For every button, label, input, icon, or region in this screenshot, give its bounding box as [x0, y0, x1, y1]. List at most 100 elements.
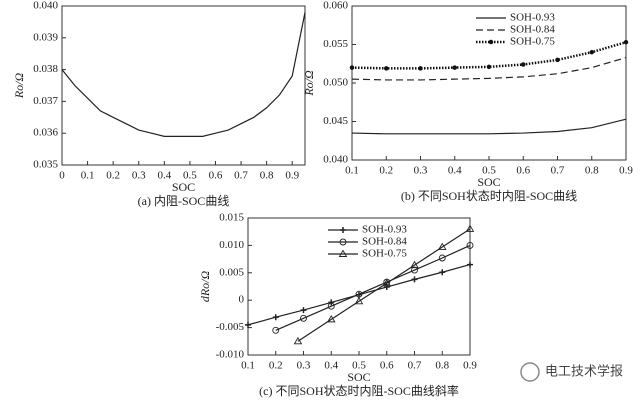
x-tick-label: 0.1 — [241, 360, 255, 372]
series-line — [61, 12, 306, 137]
legend-label: SOH-0.84 — [510, 24, 555, 36]
x-tick-label: 0.9 — [619, 165, 633, 177]
legend-label: SOH-0.93 — [510, 12, 555, 24]
x-tick-label: 0.3 — [132, 170, 146, 182]
x-tick-label: 0.4 — [324, 360, 338, 372]
y-tick-label: 0.060 — [323, 0, 348, 12]
legend-marker — [340, 227, 346, 233]
y-tick-label: 0.010 — [219, 239, 244, 251]
caption: (a) 内阻-SOC曲线 — [138, 194, 230, 208]
legend-label: SOH-0.84 — [362, 236, 407, 248]
x-tick-label: 0.8 — [585, 165, 599, 177]
y-axis-label: dRo/Ω — [198, 271, 212, 303]
point — [438, 254, 446, 262]
point — [486, 64, 492, 70]
x-tick-label: 0.5 — [482, 165, 496, 177]
x-axis-label: SOC — [347, 370, 370, 384]
point — [623, 39, 629, 45]
point — [328, 299, 335, 306]
point — [384, 66, 389, 71]
point — [382, 278, 392, 287]
x-tick-label: 0.6 — [516, 165, 530, 177]
x-tick-label: 0.2 — [106, 170, 120, 182]
point — [410, 260, 419, 269]
x-axis-label: SOC — [477, 175, 500, 189]
point — [418, 66, 423, 71]
legend-label: SOH-0.93 — [362, 224, 407, 236]
point — [293, 336, 303, 345]
plot-frame — [61, 5, 306, 166]
x-axis-label: SOC — [172, 180, 195, 194]
y-tick-label: 0.035 — [33, 159, 58, 171]
point — [452, 65, 458, 70]
point — [466, 241, 474, 249]
legend-label: SOH-0.75 — [510, 36, 555, 48]
series-line — [351, 57, 627, 81]
point — [589, 49, 595, 55]
watermark-icon — [520, 362, 540, 382]
y-tick-label: 0 — [239, 294, 245, 306]
x-tick-label: 0.4 — [157, 170, 171, 182]
y-tick-label: 0.037 — [33, 95, 58, 107]
y-tick-label: 0.036 — [33, 127, 58, 139]
y-tick-label: 0.045 — [323, 115, 348, 127]
point — [326, 314, 336, 323]
point — [327, 302, 335, 310]
x-tick-label: 0.7 — [234, 170, 248, 182]
y-tick-label: -0.010 — [216, 349, 245, 361]
y-tick-label: 0.055 — [323, 38, 348, 50]
x-tick-label: 0.7 — [408, 360, 422, 372]
x-tick-label: 0.4 — [448, 165, 462, 177]
legend-marker — [488, 39, 494, 45]
y-tick-label: 0.015 — [219, 212, 244, 224]
point — [349, 65, 355, 70]
x-tick-label: 0.6 — [380, 360, 394, 372]
x-tick-label: 0.2 — [379, 165, 393, 177]
point — [465, 224, 475, 232]
point — [521, 62, 526, 67]
x-tick-label: 0.3 — [297, 360, 311, 372]
watermark: 电工技术学报 — [545, 364, 623, 380]
x-tick-label: 0.7 — [551, 165, 565, 177]
x-tick-label: 0.9 — [463, 360, 477, 372]
x-tick-label: 0.5 — [183, 170, 197, 182]
series-line — [351, 118, 627, 135]
plot-frame — [351, 5, 627, 161]
x-tick-label: 0 — [59, 170, 65, 182]
point — [272, 314, 279, 321]
x-tick-label: 0.3 — [414, 165, 428, 177]
point — [272, 326, 280, 334]
x-tick-label: 0.2 — [269, 360, 283, 372]
y-tick-label: 0.050 — [323, 77, 348, 89]
series-line — [351, 40, 627, 70]
point — [411, 266, 418, 274]
point — [555, 57, 560, 63]
y-axis-label: Ro/Ω — [12, 73, 26, 100]
series-line — [297, 228, 471, 342]
plot-frame — [247, 217, 471, 356]
x-tick-label: 0.6 — [209, 170, 223, 182]
y-tick-label: -0.005 — [216, 321, 245, 333]
x-tick-label: 0.1 — [81, 170, 95, 182]
caption: (b) 不同SOH状态时内阻-SOC曲线 — [401, 189, 577, 203]
point — [411, 276, 418, 283]
y-tick-label: 0.039 — [33, 31, 58, 43]
point — [300, 314, 307, 322]
legend-marker — [338, 249, 348, 257]
caption: (c) 不同SOH状态时内阻-SOC曲线斜率 — [259, 383, 459, 398]
point — [354, 296, 364, 305]
point — [439, 269, 446, 276]
point — [300, 307, 307, 314]
y-tick-label: 0.005 — [219, 266, 244, 278]
y-axis-label: Ro/Ω — [302, 70, 316, 97]
legend-label: SOH-0.75 — [362, 248, 407, 260]
point — [245, 321, 251, 328]
x-tick-label: 0.9 — [285, 170, 299, 182]
y-tick-label: 0.040 — [323, 154, 348, 166]
legend-marker — [339, 238, 347, 246]
point — [467, 261, 473, 268]
y-tick-label: 0.038 — [33, 63, 58, 75]
x-tick-label: 0.1 — [345, 165, 359, 177]
x-tick-label: 0.8 — [260, 170, 274, 182]
